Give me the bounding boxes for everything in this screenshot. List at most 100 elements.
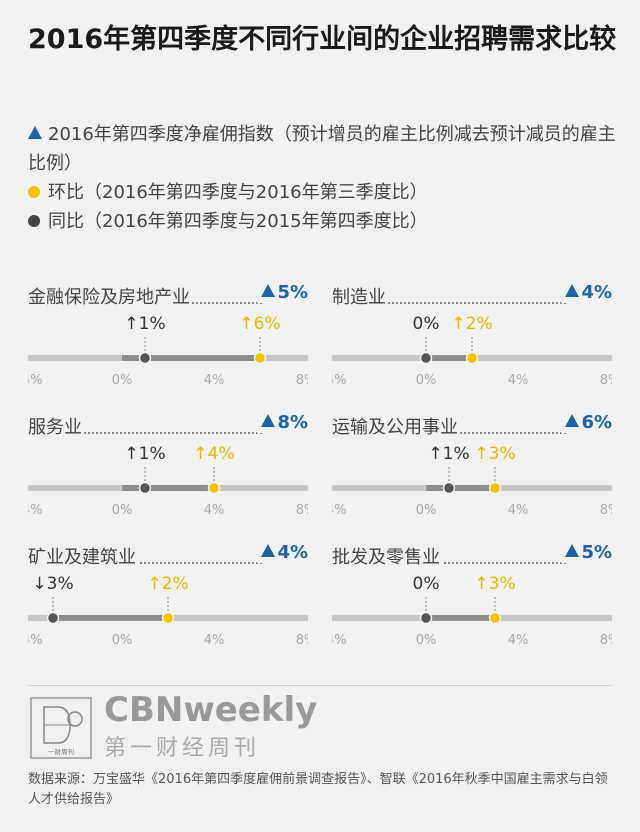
tick-label: 0%	[112, 633, 133, 648]
qoq-point	[161, 611, 175, 625]
yoy-data-label: 0%	[413, 574, 440, 594]
industry-name: 矿业及建筑业	[28, 543, 138, 569]
net-index-label: 5%	[277, 282, 308, 303]
dotted-leader	[28, 432, 262, 434]
brand-subtitle: 第一财经周刊	[104, 736, 261, 761]
qoq-data-label: ↑2%	[147, 574, 188, 594]
net-index-value: 8%	[257, 412, 308, 433]
tick-label: 4%	[204, 503, 225, 518]
qoq-point	[488, 611, 502, 625]
footer-divider	[28, 685, 612, 686]
industry-name: 服务业	[28, 413, 84, 439]
dot-plot: -4% 0% 4% 8% ↑1% ↑6%	[28, 314, 308, 388]
dotted-leader	[332, 562, 566, 564]
tick-label: -4%	[332, 373, 347, 388]
tick-label: -4%	[28, 633, 43, 648]
industry-name: 批发及零售业	[332, 543, 442, 569]
industry-panel: 金融保险及房地产业 5% -4% 0% 4% 8% ↑1% ↑6%	[28, 282, 308, 393]
yoy-data-label: ↓3%	[32, 574, 73, 594]
dot-plot: -4% 0% 4% 8% ↓3% ↑2%	[28, 574, 308, 648]
net-index-label: 4%	[581, 282, 612, 303]
legend-label-yoy: 同比（2016年第四季度与2015年第四季度比）	[48, 211, 428, 232]
panel-header: 矿业及建筑业 4%	[28, 542, 308, 569]
net-index-value: 5%	[257, 282, 308, 303]
industry-panel: 制造业 4% -4% 0% 4% 8% 0% ↑2%	[332, 282, 612, 393]
yellow-dot-icon	[28, 186, 40, 198]
triangle-icon	[261, 284, 276, 297]
tick-label: 0%	[112, 503, 133, 518]
tick-label: 0%	[112, 373, 133, 388]
legend: 2016年第四季度净雇佣指数（预计增员的雇主比例减去预计减员的雇主比例） 环比（…	[28, 120, 618, 236]
tick-label: 4%	[508, 373, 529, 388]
data-source: 数据来源：万宝盛华《2016年第四季度雇佣前景调查报告》、智联《2016年秋季中…	[28, 772, 608, 807]
triangle-icon	[565, 284, 580, 297]
yoy-point	[46, 611, 60, 625]
logo-text: 一财周刊	[48, 747, 74, 756]
yoy-point	[419, 351, 433, 365]
yoy-point	[138, 351, 152, 365]
industry-name: 制造业	[332, 283, 388, 309]
tick-label: 0%	[416, 373, 437, 388]
legend-label-index: 2016年第四季度净雇佣指数（预计增员的雇主比例减去预计减员的雇主比例）	[28, 124, 616, 174]
net-index-value: 4%	[561, 282, 612, 303]
yoy-data-label: ↑1%	[428, 444, 469, 464]
tick-label: 8%	[296, 633, 308, 648]
net-index-label: 8%	[277, 412, 308, 433]
triangle-icon	[261, 544, 276, 557]
tick-label: 8%	[600, 373, 612, 388]
industry-name: 金融保险及房地产业	[28, 283, 192, 309]
brand-name: CBNweekly	[104, 690, 318, 730]
yoy-data-label: ↑1%	[124, 444, 165, 464]
dot-plot: -4% 0% 4% 8% 0% ↑3%	[332, 574, 612, 648]
tick-label: 0%	[416, 503, 437, 518]
tick-label: 4%	[204, 633, 225, 648]
panel-header: 服务业 8%	[28, 412, 308, 439]
qoq-data-label: ↑3%	[474, 444, 515, 464]
qoq-point	[253, 351, 267, 365]
tick-label: -4%	[332, 503, 347, 518]
qoq-data-label: ↑4%	[193, 444, 234, 464]
qoq-point	[465, 351, 479, 365]
tick-label: 4%	[204, 373, 225, 388]
tick-label: 8%	[600, 633, 612, 648]
triangle-icon	[565, 414, 580, 427]
triangle-icon	[28, 126, 42, 139]
triangle-icon	[261, 414, 276, 427]
legend-item-yoy: 同比（2016年第四季度与2015年第四季度比）	[28, 207, 618, 236]
industry-name: 运输及公用事业	[332, 413, 460, 439]
panel-header: 运输及公用事业 6%	[332, 412, 612, 439]
tick-label: -4%	[28, 503, 43, 518]
page-title: 2016年第四季度不同行业间的企业招聘需求比较	[28, 24, 617, 55]
yoy-point	[419, 611, 433, 625]
industry-panel: 服务业 8% -4% 0% 4% 8% ↑1% ↑4%	[28, 412, 308, 523]
qoq-data-label: ↑2%	[451, 314, 492, 334]
industry-panel: 运输及公用事业 6% -4% 0% 4% 8% ↑1%↑3%	[332, 412, 612, 523]
tick-label: -4%	[332, 633, 347, 648]
net-index-label: 4%	[277, 542, 308, 563]
panel-header: 金融保险及房地产业 5%	[28, 282, 308, 309]
dot-plot: -4% 0% 4% 8% ↑1%↑3%	[332, 444, 612, 518]
tick-label: 8%	[296, 503, 308, 518]
dot-plot: -4% 0% 4% 8% 0% ↑2%	[332, 314, 612, 388]
qoq-data-label: ↑6%	[239, 314, 280, 334]
industry-panel: 批发及零售业 5% -4% 0% 4% 8% 0% ↑3%	[332, 542, 612, 653]
tick-label: 4%	[508, 503, 529, 518]
tick-label: -4%	[28, 373, 43, 388]
net-index-value: 6%	[561, 412, 612, 433]
legend-label-qoq: 环比（2016年第四季度与2016年第三季度比）	[48, 182, 428, 203]
dotted-leader	[332, 302, 566, 304]
tick-label: 4%	[508, 633, 529, 648]
legend-item-qoq: 环比（2016年第四季度与2016年第三季度比）	[28, 178, 618, 207]
panel-header: 批发及零售业 5%	[332, 542, 612, 569]
qoq-point	[207, 481, 221, 495]
net-index-value: 5%	[561, 542, 612, 563]
panel-header: 制造业 4%	[332, 282, 612, 309]
gray-dot-icon	[28, 215, 40, 227]
cbn-logo-icon: 一财周刊	[30, 697, 92, 759]
triangle-icon	[565, 544, 580, 557]
net-index-value: 4%	[257, 542, 308, 563]
tick-label: 8%	[600, 503, 612, 518]
tick-label: 8%	[296, 373, 308, 388]
yoy-point	[442, 481, 456, 495]
net-index-label: 6%	[581, 412, 612, 433]
